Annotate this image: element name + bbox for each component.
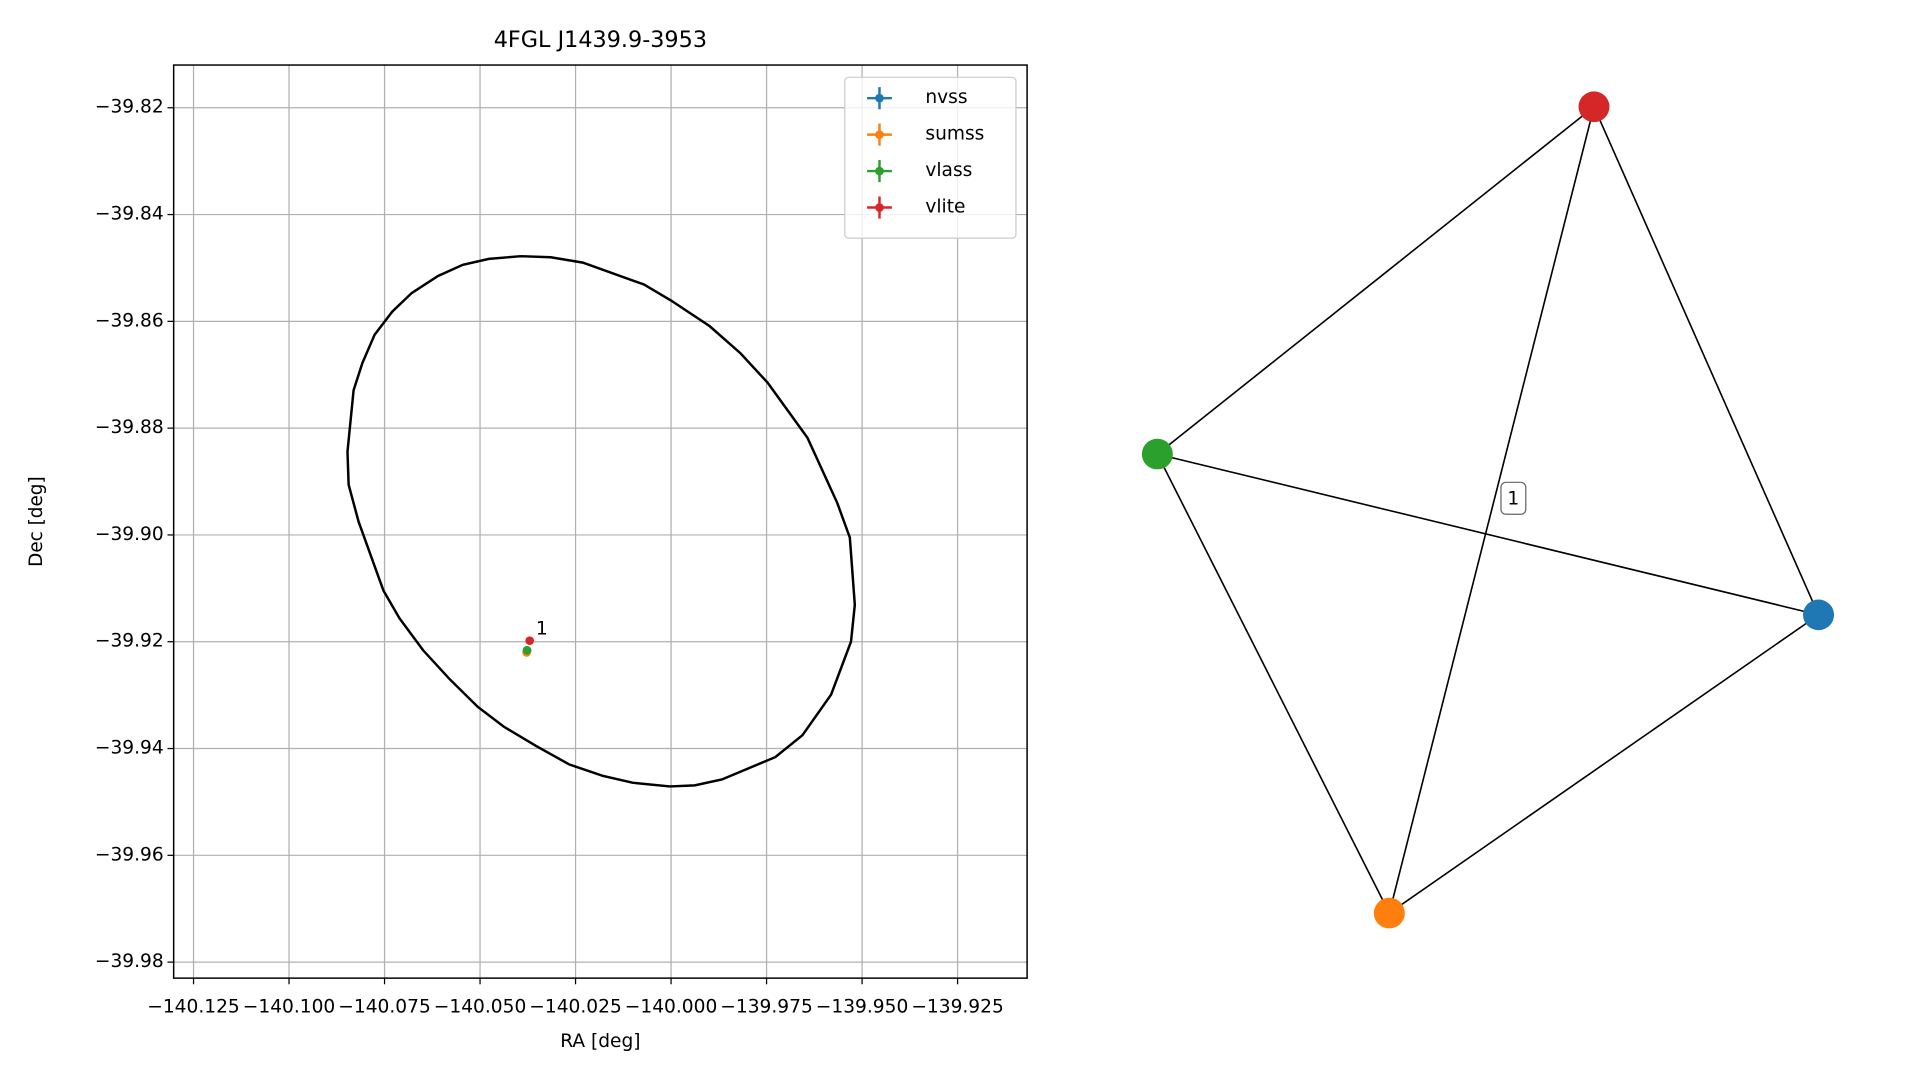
edge	[1593, 106, 1820, 616]
ellipse-line	[346, 254, 857, 788]
x-tick-label: −139.975	[720, 997, 813, 1018]
edge	[1388, 614, 1819, 914]
x-tick-label: −140.050	[434, 997, 527, 1018]
edge-label: 1	[1507, 489, 1519, 510]
legend-marker	[875, 166, 884, 176]
y-tick-label: −39.86	[95, 310, 164, 331]
x-tick-label: −140.000	[625, 997, 718, 1018]
y-tick-label: −39.98	[95, 951, 164, 972]
node	[1578, 91, 1610, 123]
x-tick-label: −140.075	[338, 997, 431, 1018]
x-tick-label: −139.925	[911, 997, 1004, 1018]
legend-marker	[875, 93, 884, 103]
edge	[1156, 453, 1391, 914]
point	[522, 645, 532, 655]
y-tick-label: −39.94	[95, 738, 164, 759]
chart-title: 4FGL J1439.9-3953	[494, 27, 707, 53]
legend-label: vlass	[925, 160, 972, 181]
y-tick-label: −39.96	[95, 844, 164, 865]
edge-label-box	[1500, 481, 1527, 515]
node	[1373, 897, 1405, 929]
y-tick-label: −39.82	[95, 97, 164, 118]
legend-label: sumss	[925, 124, 984, 145]
legend-box	[844, 76, 1017, 239]
y-tick-label: −39.92	[95, 631, 164, 652]
axes-frame	[172, 64, 1028, 979]
point	[525, 636, 535, 645]
edge	[1157, 453, 1819, 616]
node	[1141, 438, 1173, 470]
x-tick-label: −139.950	[816, 997, 909, 1018]
y-axis-label: Dec [deg]	[26, 476, 47, 566]
x-tick-label: −140.100	[243, 997, 336, 1018]
y-tick-label: −39.88	[95, 417, 164, 438]
legend-label: vlite	[925, 197, 965, 218]
legend-label: nvss	[925, 87, 967, 108]
x-tick-label: −140.125	[147, 997, 240, 1018]
x-axis-label: RA [deg]	[560, 1031, 640, 1052]
y-tick-label: −39.84	[95, 204, 164, 225]
edge	[1156, 106, 1595, 455]
node	[1803, 599, 1835, 631]
annotation: 1	[536, 619, 548, 640]
x-tick-label: −140.025	[529, 997, 622, 1018]
legend-marker	[875, 203, 884, 212]
legend-marker	[875, 130, 884, 139]
y-tick-label: −39.90	[95, 524, 164, 545]
edge	[1388, 106, 1595, 914]
